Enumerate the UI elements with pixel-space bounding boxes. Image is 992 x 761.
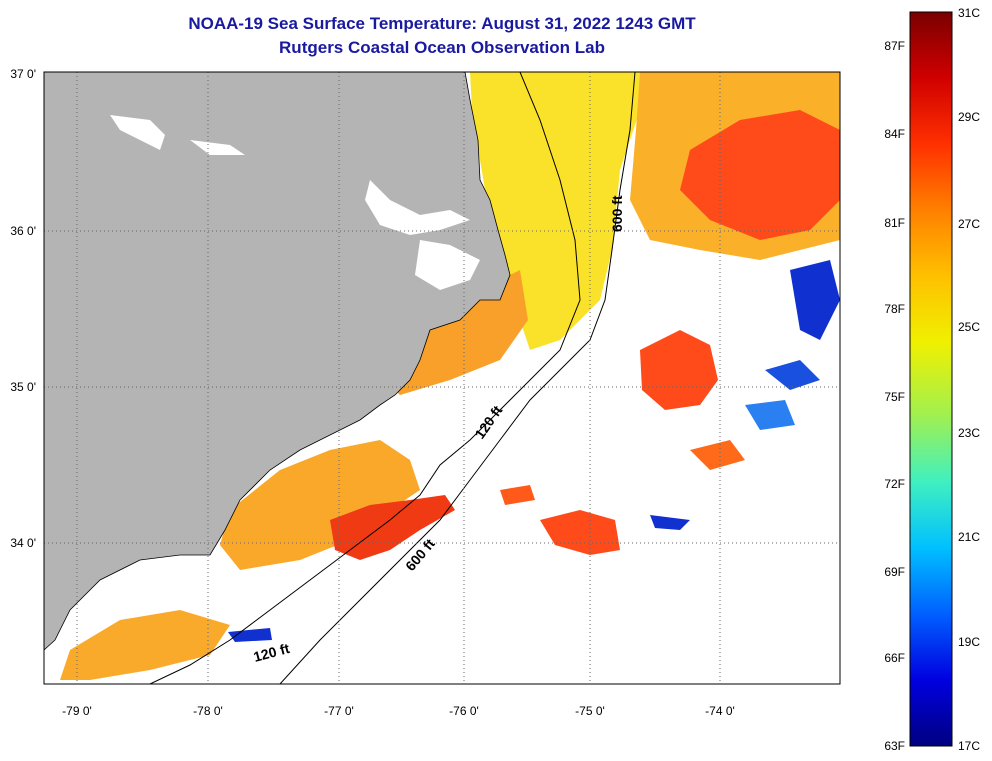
sst-cold-south-1	[228, 628, 272, 642]
sst-warm-eddy-center	[640, 330, 718, 410]
colorbar-fahrenheit-label: 66F	[884, 651, 905, 665]
colorbar-celsius-label: 19C	[958, 635, 980, 649]
colorbar-celsius-label: 17C	[958, 739, 980, 753]
map-frame	[43, 71, 841, 685]
sst-warm-patch-east	[690, 440, 745, 470]
colorbar-fahrenheit-label: 75F	[884, 390, 905, 404]
isobath-600ft	[279, 72, 636, 684]
inland-water-sound	[365, 180, 470, 235]
inland-water-2	[190, 140, 245, 155]
colorbar-fahrenheit-label: 78F	[884, 302, 905, 316]
lon-label: -76 0'	[449, 704, 479, 718]
sst-cold-east-3	[745, 400, 795, 430]
lon-label: -77 0'	[324, 704, 354, 718]
sst-warm-small-patch	[500, 485, 535, 505]
colorbar-fahrenheit-label: 63F	[884, 739, 905, 753]
colorbar-celsius-label: 25C	[958, 320, 980, 334]
sst-orange-shelf-south	[220, 440, 420, 570]
sst-cold-south-2	[650, 515, 690, 530]
sst-warm-gulfstream	[330, 495, 455, 560]
lat-label: 37 0'	[10, 67, 36, 81]
lat-label: 36 0'	[10, 224, 36, 238]
sst-warm-offshore-south	[540, 510, 620, 555]
colorbar-fahrenheit-label: 81F	[884, 216, 905, 230]
inland-water-1	[110, 115, 165, 150]
isobath-label-600-upper: 600 ft	[609, 195, 625, 232]
colorbar-celsius-label: 31C	[958, 6, 980, 20]
lat-label: 34 0'	[10, 536, 36, 550]
map-subtitle: Rutgers Coastal Ocean Observation Lab	[279, 38, 605, 57]
colorbar-celsius-label: 21C	[958, 530, 980, 544]
isobath-120ft	[149, 72, 581, 684]
lat-label: 35 0'	[10, 380, 36, 394]
colorbar-celsius-label: 23C	[958, 426, 980, 440]
sst-cold-east-2	[765, 360, 820, 390]
colorbar-fahrenheit-label: 87F	[884, 39, 905, 53]
colorbar	[909, 11, 953, 747]
lon-label: -78 0'	[193, 704, 223, 718]
sst-warm-northeast-eddy	[680, 110, 840, 240]
grid-lines	[44, 72, 840, 684]
map-title: NOAA-19 Sea Surface Temperature: August …	[188, 14, 696, 33]
lon-label: -75 0'	[575, 704, 605, 718]
colorbar-fahrenheit-label: 72F	[884, 477, 905, 491]
colorbar-fahrenheit-label: 69F	[884, 565, 905, 579]
colorbar-celsius-label: 27C	[958, 217, 980, 231]
colorbar-fahrenheit-label: 84F	[884, 127, 905, 141]
lon-label: -74 0'	[705, 704, 735, 718]
sst-cold-east-1	[790, 260, 840, 340]
sst-orange-southwest	[60, 610, 230, 680]
lon-label: -79 0'	[62, 704, 92, 718]
colorbar-celsius-label: 29C	[958, 110, 980, 124]
